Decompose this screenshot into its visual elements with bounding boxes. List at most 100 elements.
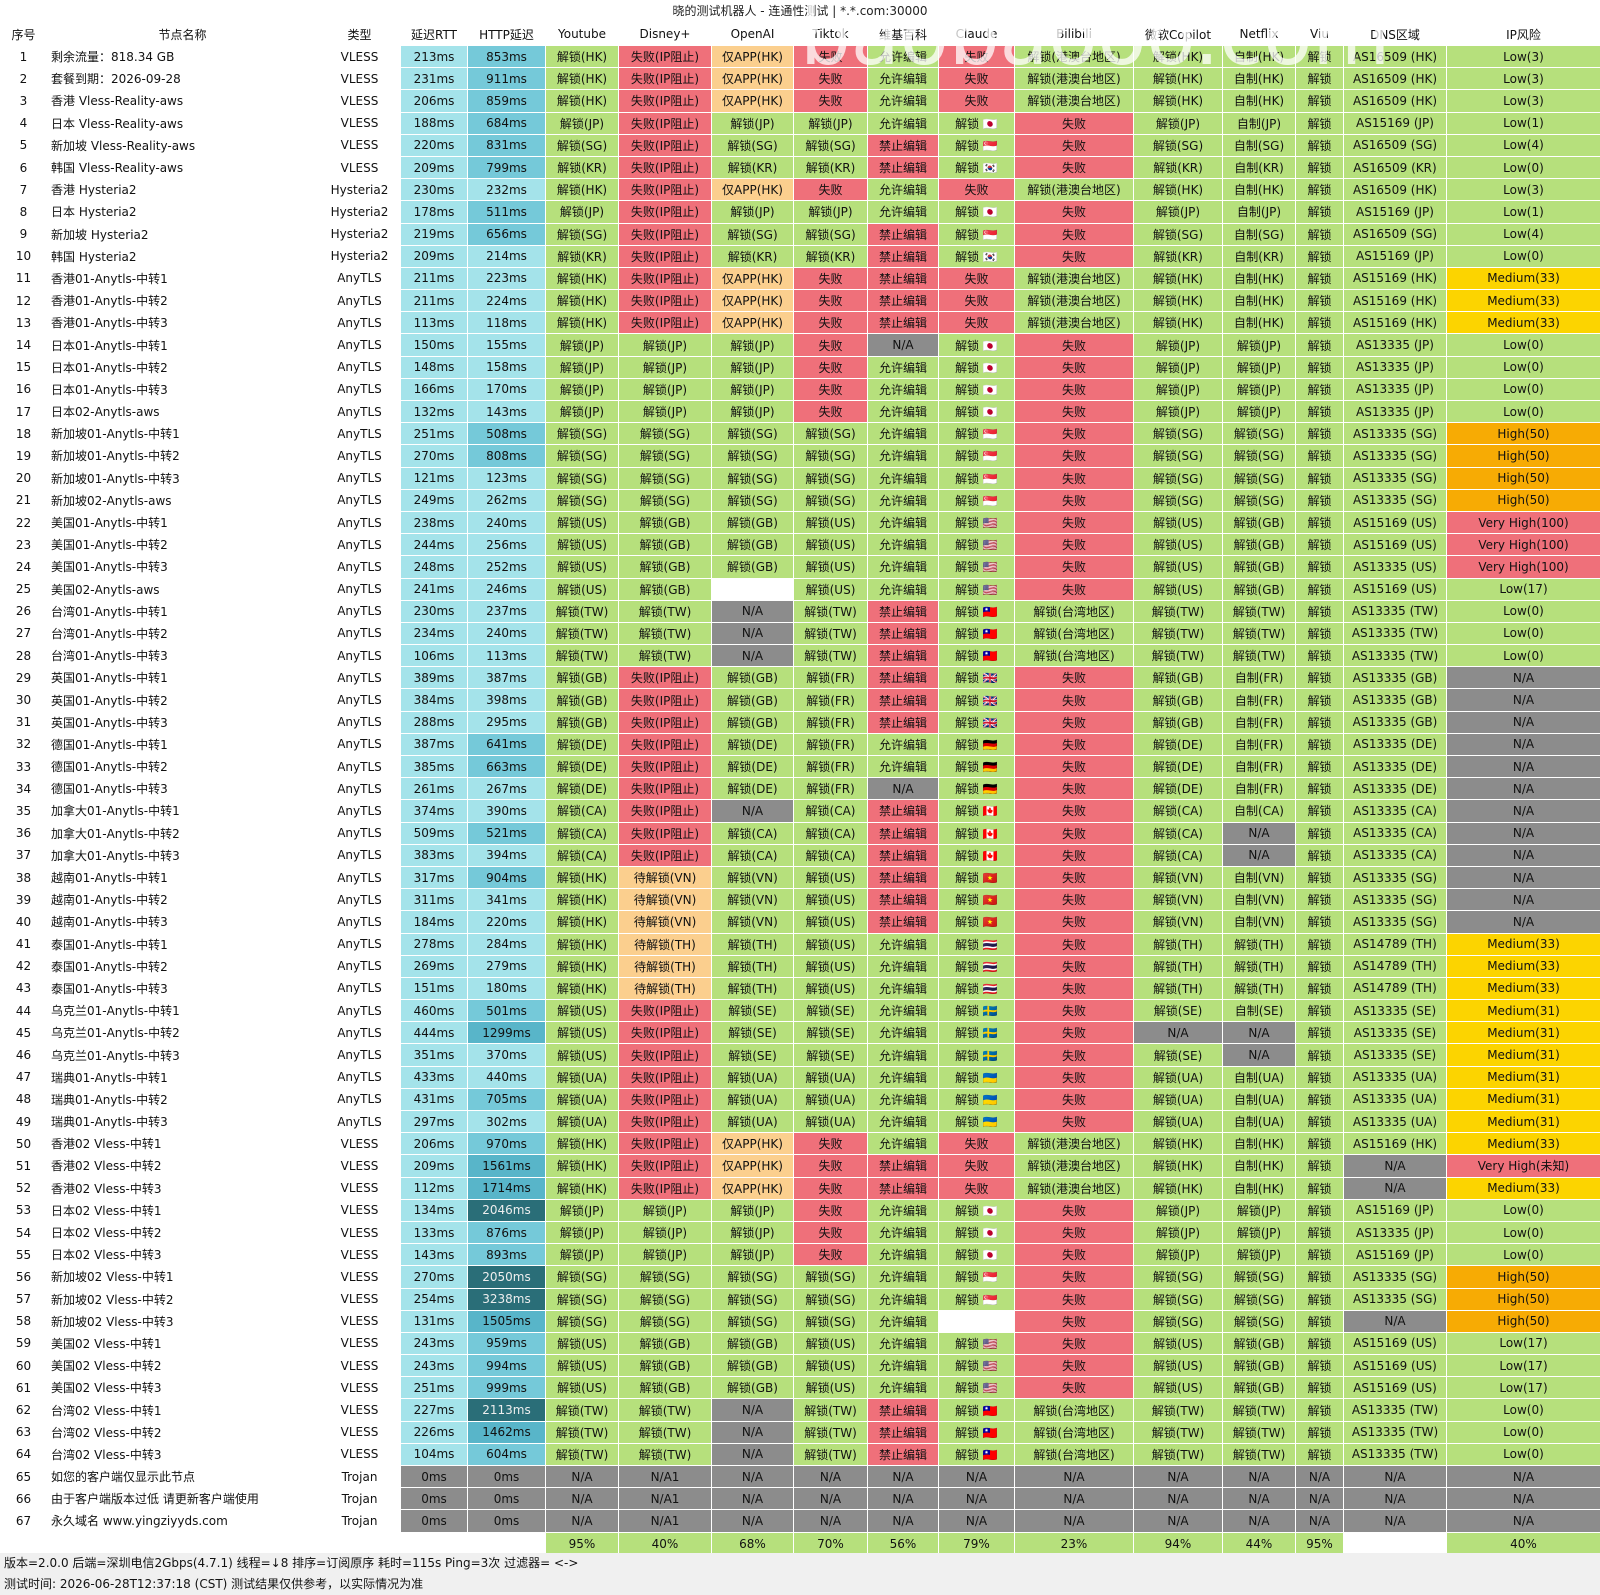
table-row[interactable]: 67 永久域名 www.yingziyyds.com Trojan 0ms 0ms N/A… (0, 1509, 1600, 1533)
table-row[interactable]: 51 香港02 Vless-中转2 VLESS 209ms 1561ms 解锁(HK) 失败… (0, 1154, 1600, 1178)
table-row[interactable]: 22 美国01-Anytls-中转1 AnyTLS 238ms 240ms 解锁(US) 解… (0, 510, 1600, 535)
table-row[interactable]: 31 英国01-Anytls-中转3 AnyTLS 288ms 295ms 解锁(GB) 失… (0, 710, 1600, 734)
table-row[interactable]: 52 香港02 Vless-中转3 VLESS 112ms 1714ms 解锁(HK) 失败… (0, 1176, 1600, 1200)
table-row[interactable]: 7 香港 Hysteria2 Hysteria2 230ms 232ms 解锁(HK) 失败… (0, 178, 1600, 202)
table-row[interactable]: 24 美国01-Anytls-中转3 AnyTLS 248ms 252ms 解锁(US) 解… (0, 555, 1600, 579)
table-cell: AnyTLS (318, 644, 401, 668)
table-row[interactable]: 12 香港01-Anytls-中转2 AnyTLS 211ms 224ms 解锁(HK) 失… (0, 289, 1600, 313)
table-cell: 解锁(HK) (545, 1132, 619, 1156)
table-row[interactable]: 57 新加坡02 Vless-中转2 VLESS 254ms 3238ms 解锁(SG) 解… (0, 1287, 1600, 1311)
table-row[interactable]: 53 日本02 Vless-中转1 VLESS 134ms 2046ms 解锁(JP) 解锁… (0, 1198, 1600, 1222)
table-row[interactable]: 63 台湾02 Vless-中转2 VLESS 226ms 1462ms 解锁(TW) 解锁… (0, 1420, 1600, 1444)
column-header[interactable]: Claude (938, 22, 1015, 46)
column-header[interactable]: Youtube (545, 22, 619, 46)
column-header[interactable]: Disney+ (618, 22, 712, 46)
table-row[interactable]: 39 越南01-Anytls-中转2 AnyTLS 311ms 341ms 解锁(HK) 待… (0, 888, 1600, 912)
table-row[interactable]: 43 泰国01-Anytls-中转3 AnyTLS 151ms 180ms 解锁(HK) 待… (0, 976, 1600, 1001)
column-header[interactable]: Tiktok (793, 22, 868, 46)
table-cell: 433ms (400, 1065, 468, 1089)
table-row[interactable]: 42 泰国01-Anytls-中转2 AnyTLS 269ms 279ms 解锁(HK) 待… (0, 954, 1600, 978)
table-row[interactable]: 40 越南01-Anytls-中转3 AnyTLS 184ms 220ms 解锁(HK) 待… (0, 910, 1600, 934)
table-row[interactable]: 35 加拿大01-Anytls-中转1 AnyTLS 374ms 390ms 解锁(CA)… (0, 799, 1600, 823)
column-header[interactable]: DNS区域 (1343, 22, 1447, 46)
table-row[interactable]: 45 乌克兰01-Anytls-中转2 AnyTLS 444ms 1299ms 解锁(US… (0, 1021, 1600, 1045)
table-cell: Low(0) (1446, 644, 1600, 668)
table-row[interactable]: 18 新加坡01-Anytls-中转1 AnyTLS 251ms 508ms 解锁(SG)… (0, 422, 1600, 446)
column-header[interactable]: HTTP延迟 (467, 22, 546, 46)
table-cell: 1714ms (467, 1176, 546, 1200)
table-row[interactable]: 26 台湾01-Anytls-中转1 AnyTLS 230ms 237ms 解锁(TW) 解… (0, 599, 1600, 623)
table-row[interactable]: 3 香港 Vless-Reality-aws VLESS 206ms 859ms 解锁(H… (0, 89, 1600, 113)
table-row[interactable]: 28 台湾01-Anytls-中转3 AnyTLS 106ms 113ms 解锁(TW) 解… (0, 644, 1600, 668)
table-row[interactable]: 34 德国01-Anytls-中转3 AnyTLS 261ms 267ms 解锁(DE) 失… (0, 777, 1600, 801)
column-header[interactable]: OpenAI (711, 22, 794, 46)
table-row[interactable]: 61 美国02 Vless-中转3 VLESS 251ms 999ms 解锁(US) 解锁(… (0, 1376, 1600, 1400)
table-row[interactable]: 9 新加坡 Hysteria2 Hysteria2 219ms 656ms 解锁(SG) 失… (0, 222, 1600, 246)
table-row[interactable]: 32 德国01-Anytls-中转1 AnyTLS 387ms 641ms 解锁(DE) 失… (0, 732, 1600, 757)
table-cell: 自制(UA) (1222, 1109, 1296, 1134)
column-header[interactable]: 序号 (0, 22, 47, 46)
column-header[interactable]: 类型 (318, 22, 401, 46)
table-row[interactable]: 54 日本02 Vless-中转2 VLESS 133ms 876ms 解锁(JP) 解锁(… (0, 1220, 1600, 1245)
table-row[interactable]: 1 剩余流量：818.34 GB VLESS 213ms 853ms 解锁(HK) 失败(I… (0, 44, 1600, 69)
table-row[interactable]: 44 乌克兰01-Anytls-中转1 AnyTLS 460ms 501ms 解锁(US)… (0, 999, 1600, 1023)
table-row[interactable]: 48 瑞典01-Anytls-中转2 AnyTLS 431ms 705ms 解锁(UA) 失… (0, 1087, 1600, 1112)
table-cell: 解锁(JP) (545, 111, 619, 135)
table-cell: AnyTLS (318, 976, 401, 1001)
table-row[interactable]: 8 日本 Hysteria2 Hysteria2 178ms 511ms 解锁(JP) 失败… (0, 200, 1600, 224)
table-row[interactable]: 10 韩国 Hysteria2 Hysteria2 209ms 214ms 解锁(KR) 失… (0, 244, 1600, 268)
table-row[interactable]: 15 日本01-Anytls-中转2 AnyTLS 148ms 158ms 解锁(JP) 解… (0, 355, 1600, 379)
table-row[interactable]: 59 美国02 Vless-中转1 VLESS 243ms 959ms 解锁(US) 解锁(… (0, 1331, 1600, 1356)
table-row[interactable]: 56 新加坡02 Vless-中转1 VLESS 270ms 2050ms 解锁(SG) 解… (0, 1265, 1600, 1289)
table-row[interactable]: 23 美国01-Anytls-中转2 AnyTLS 244ms 256ms 解锁(US) 解… (0, 533, 1600, 557)
table-row[interactable]: 4 日本 Vless-Reality-aws VLESS 188ms 684ms 解锁(J… (0, 111, 1600, 135)
table-row[interactable]: 46 乌克兰01-Anytls-中转3 AnyTLS 351ms 370ms 解锁(US)… (0, 1043, 1600, 1067)
table-row[interactable]: 62 台湾02 Vless-中转1 VLESS 227ms 2113ms 解锁(TW) 解锁… (0, 1398, 1600, 1422)
column-header[interactable]: 节点名称 (46, 22, 319, 46)
table-row[interactable]: 17 日本02-Anytls-aws AnyTLS 132ms 143ms 解锁(JP) 解… (0, 399, 1600, 424)
table-row[interactable]: 21 新加坡02-Anytls-aws AnyTLS 249ms 262ms 解锁(SG)… (0, 488, 1600, 512)
column-header[interactable]: Viu (1295, 22, 1344, 46)
table-row[interactable]: 30 英国01-Anytls-中转2 AnyTLS 384ms 398ms 解锁(GB) 失… (0, 688, 1600, 712)
table-cell: 209ms (400, 244, 468, 268)
table-row[interactable]: 60 美国02 Vless-中转2 VLESS 243ms 994ms 解锁(US) 解锁(… (0, 1354, 1600, 1378)
column-header[interactable]: IP风险 (1446, 22, 1600, 46)
table-row[interactable]: 64 台湾02 Vless-中转3 VLESS 104ms 604ms 解锁(TW) 解锁(… (0, 1442, 1600, 1467)
table-cell: 67 (0, 1509, 47, 1533)
table-row[interactable]: 2 套餐到期：2026-09-28 VLESS 231ms 911ms 解锁(HK) 失败(… (0, 67, 1600, 91)
table-row[interactable]: 66 由于客户端版本过低 请更新客户端使用 Trojan 0ms 0ms N/A N/A1 N… (0, 1487, 1600, 1511)
table-row[interactable]: 33 德国01-Anytls-中转2 AnyTLS 385ms 663ms 解锁(DE) 失… (0, 754, 1600, 779)
table-row[interactable]: 27 台湾01-Anytls-中转2 AnyTLS 234ms 240ms 解锁(TW) 解… (0, 621, 1600, 646)
table-row[interactable]: 13 香港01-Anytls-中转3 AnyTLS 113ms 118ms 解锁(HK) 失… (0, 311, 1600, 335)
column-header[interactable]: 延迟RTT (400, 22, 468, 46)
table-row[interactable]: 65 如您的客户端仅显示此节点 Trojan 0ms 0ms N/A N/A1 N/A N/A N… (0, 1464, 1600, 1489)
column-header[interactable]: 维基百科 (867, 22, 939, 46)
table-cell: 自制(VN) (1222, 865, 1296, 890)
column-header[interactable]: 微软Copilot (1133, 22, 1223, 46)
column-header[interactable]: Netflix (1222, 22, 1296, 46)
table-row[interactable]: 14 日本01-Anytls-中转1 AnyTLS 150ms 155ms 解锁(JP) 解… (0, 333, 1600, 357)
table-row[interactable]: 36 加拿大01-Anytls-中转2 AnyTLS 509ms 521ms 解锁(CA)… (0, 821, 1600, 845)
table-row[interactable]: 41 泰国01-Anytls-中转1 AnyTLS 278ms 284ms 解锁(HK) 待… (0, 932, 1600, 956)
table-row[interactable]: 29 英国01-Anytls-中转1 AnyTLS 389ms 387ms 解锁(GB) 失… (0, 666, 1600, 690)
table-cell: Very High(100) (1446, 533, 1600, 557)
table-row[interactable]: 19 新加坡01-Anytls-中转2 AnyTLS 270ms 808ms 解锁(SG)… (0, 444, 1600, 468)
table-row[interactable]: 25 美国02-Anytls-aws AnyTLS 241ms 246ms 解锁(US) 解… (0, 577, 1600, 601)
table-row[interactable]: 20 新加坡01-Anytls-中转3 AnyTLS 121ms 123ms 解锁(SG)… (0, 466, 1600, 490)
table-row[interactable]: 6 韩国 Vless-Reality-aws VLESS 209ms 799ms 解锁(K… (0, 155, 1600, 180)
table-cell: 解锁(VN) (711, 888, 794, 912)
table-cell: 解锁(UA) (711, 1109, 794, 1134)
table-row[interactable]: 38 越南01-Anytls-中转1 AnyTLS 317ms 904ms 解锁(HK) 待… (0, 865, 1600, 890)
table-row[interactable]: 58 新加坡02 Vless-中转3 VLESS 131ms 1505ms 解锁(SG) 解… (0, 1309, 1600, 1333)
column-header[interactable]: Bilibili (1014, 22, 1134, 46)
table-row[interactable]: 47 瑞典01-Anytls-中转1 AnyTLS 433ms 440ms 解锁(UA) 失… (0, 1065, 1600, 1089)
table-row[interactable]: 11 香港01-Anytls-中转1 AnyTLS 211ms 223ms 解锁(HK) 失… (0, 266, 1600, 291)
table-row[interactable]: 16 日本01-Anytls-中转3 AnyTLS 166ms 170ms 解锁(JP) 解… (0, 377, 1600, 402)
table-row[interactable]: 5 新加坡 Vless-Reality-aws VLESS 220ms 831ms 解锁(… (0, 133, 1600, 157)
table-cell: Medium(31) (1446, 1065, 1600, 1089)
table-cell: 新加坡 Vless-Reality-aws (46, 133, 319, 157)
table-row[interactable]: 50 香港02 Vless-中转1 VLESS 206ms 970ms 解锁(HK) 失败(… (0, 1132, 1600, 1156)
table-row[interactable]: 55 日本02 Vless-中转3 VLESS 143ms 893ms 解锁(JP) 解锁(… (0, 1243, 1600, 1267)
table-row[interactable]: 49 瑞典01-Anytls-中转3 AnyTLS 297ms 302ms 解锁(UA) 失… (0, 1109, 1600, 1134)
table-row[interactable]: 37 加拿大01-Anytls-中转3 AnyTLS 383ms 394ms 解锁(CA)… (0, 843, 1600, 867)
